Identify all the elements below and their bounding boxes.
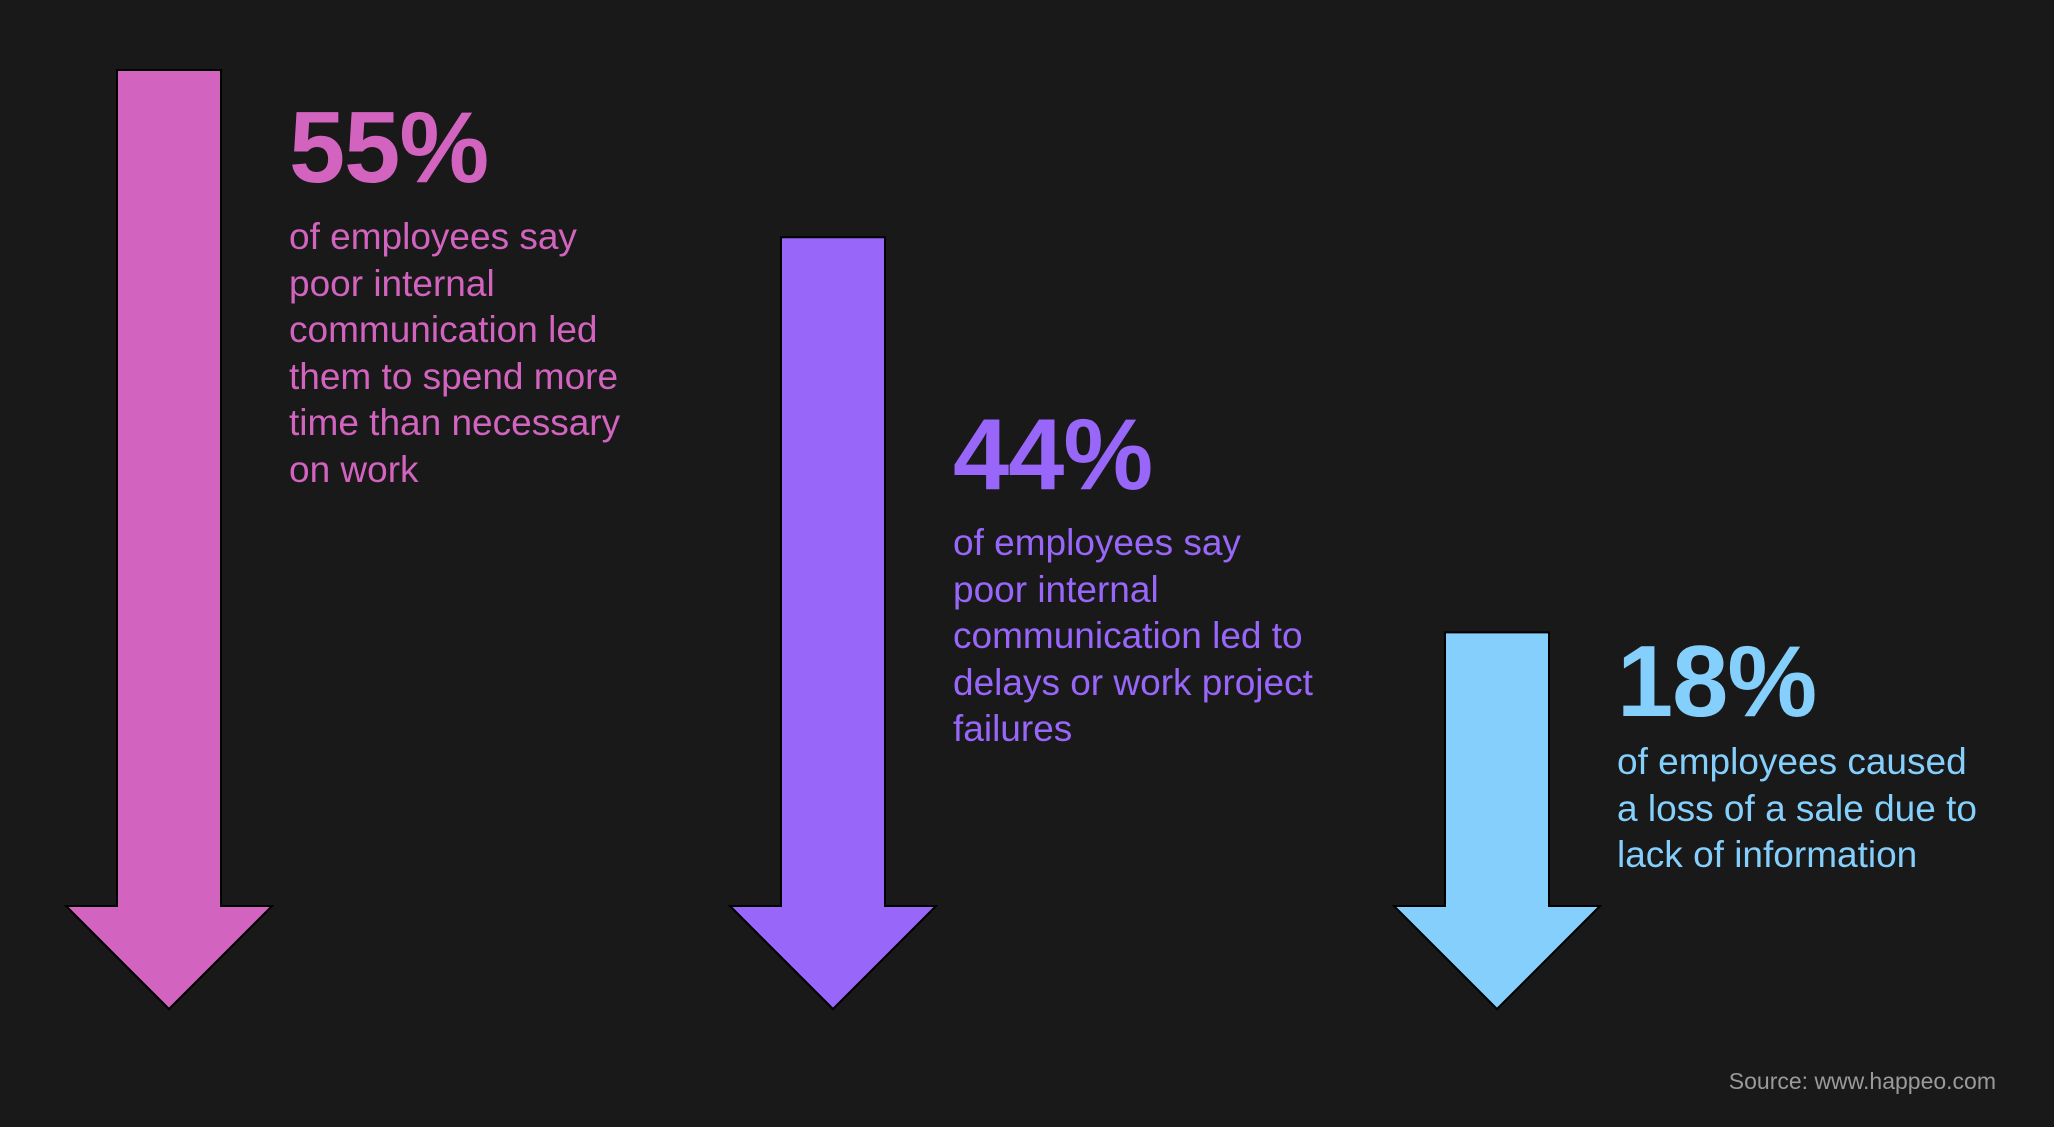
description-line: of employees caused	[1617, 741, 1967, 782]
percentage-label: 44%	[953, 399, 1153, 511]
description-line: lack of information	[1617, 834, 1918, 875]
description-line: of employees say	[289, 216, 577, 257]
description-line: failures	[953, 708, 1073, 749]
stat-description: of employees caused a loss of a sale due…	[1617, 739, 2017, 879]
description-line: delays or work project	[953, 661, 1313, 703]
percentage-label: 55%	[289, 92, 489, 204]
description-line: them to spend more	[289, 355, 619, 397]
description-line: communication led	[289, 309, 598, 350]
source-caption: Source: www.happeo.com	[1728, 1068, 1996, 1094]
description-line: on work	[289, 448, 419, 490]
percentage-label: 18%	[1617, 626, 1817, 738]
arrow-bar-55	[63, 69, 275, 1011]
arrow-bar-18	[1391, 631, 1603, 1011]
description-line: of employees say	[953, 522, 1241, 563]
stat-group-18: 18% of employees caused a loss of a sale…	[1617, 632, 2017, 879]
stat-group-44: 44% of employees say poor internal commu…	[953, 405, 1353, 753]
description-line: communication led to	[953, 615, 1303, 656]
description-line: poor internal	[953, 568, 1159, 610]
description-line: poor internal	[289, 262, 495, 304]
description-line: time than necessary	[289, 402, 621, 443]
stat-description: of employees say poor internal communica…	[289, 214, 669, 493]
stat-description: of employees say poor internal communica…	[953, 520, 1353, 753]
stat-group-55: 55% of employees say poor internal commu…	[289, 98, 669, 493]
description-line: a loss of a sale due to	[1617, 787, 1977, 829]
arrow-bar-44	[727, 236, 939, 1011]
